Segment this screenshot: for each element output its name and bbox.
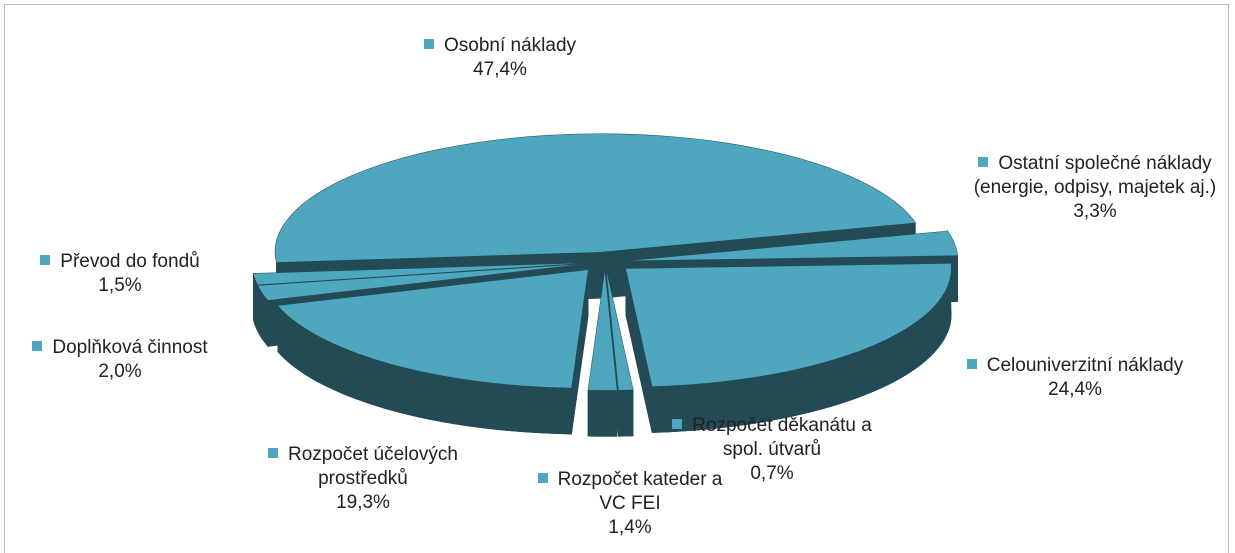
label-value: 19,3% bbox=[336, 492, 390, 513]
legend-marker bbox=[978, 157, 989, 167]
legend-marker bbox=[423, 39, 434, 49]
label-value: 1,4% bbox=[608, 517, 652, 538]
chart-frame bbox=[4, 4, 1229, 553]
slice-side bbox=[587, 389, 618, 437]
label-name: Doplňková činnost bbox=[52, 337, 208, 358]
legend-marker bbox=[672, 419, 683, 429]
label-name: Rozpočet děkanátu a spol. útvarů bbox=[692, 415, 872, 460]
label-name: Převod do fondů bbox=[60, 251, 200, 272]
slice bbox=[253, 263, 578, 285]
label-name: Celouniverzitní náklady bbox=[986, 355, 1184, 376]
slice bbox=[258, 264, 578, 301]
label-name: Ostatní společné náklady (energie, odpis… bbox=[973, 153, 1217, 198]
slice-side bbox=[618, 389, 634, 437]
label-value: 1,5% bbox=[98, 275, 142, 296]
legend-marker bbox=[40, 255, 51, 265]
label-value: 3,3% bbox=[1073, 201, 1117, 222]
data-label: Převod do fondů 1,5% bbox=[5, 250, 235, 298]
legend-marker bbox=[32, 341, 43, 351]
slice bbox=[625, 263, 951, 387]
slice-side bbox=[277, 304, 572, 435]
label-value: 2,0% bbox=[98, 361, 142, 382]
slice bbox=[606, 272, 633, 391]
data-label: Rozpočet děkanátu a spol. útvarů 0,7% bbox=[672, 414, 872, 486]
data-label: Doplňková činnost 2,0% bbox=[5, 336, 235, 384]
label-name: Osobní náklady bbox=[443, 35, 577, 56]
slice bbox=[275, 133, 916, 263]
data-label: Osobní náklady 47,4% bbox=[380, 34, 620, 82]
slice bbox=[278, 270, 588, 388]
label-value: 47,4% bbox=[473, 59, 527, 80]
label-name: Rozpočet kateder a VC FEI bbox=[557, 469, 723, 514]
label-value: 0,7% bbox=[750, 463, 794, 484]
label-value: 24,4% bbox=[1048, 379, 1102, 400]
legend-marker bbox=[966, 359, 977, 369]
legend-marker bbox=[267, 448, 278, 458]
slice bbox=[632, 231, 958, 261]
data-label: Ostatní společné náklady (energie, odpis… bbox=[945, 152, 1235, 224]
slice bbox=[588, 272, 617, 391]
data-label: Rozpočet kateder a VC FEI 1,4% bbox=[530, 468, 730, 540]
label-name: Rozpočet účelových prostředků bbox=[287, 444, 459, 489]
data-label: Celouniverzitní náklady 24,4% bbox=[940, 354, 1210, 402]
legend-marker bbox=[537, 473, 548, 483]
data-label: Rozpočet účelových prostředků 19,3% bbox=[228, 443, 498, 515]
